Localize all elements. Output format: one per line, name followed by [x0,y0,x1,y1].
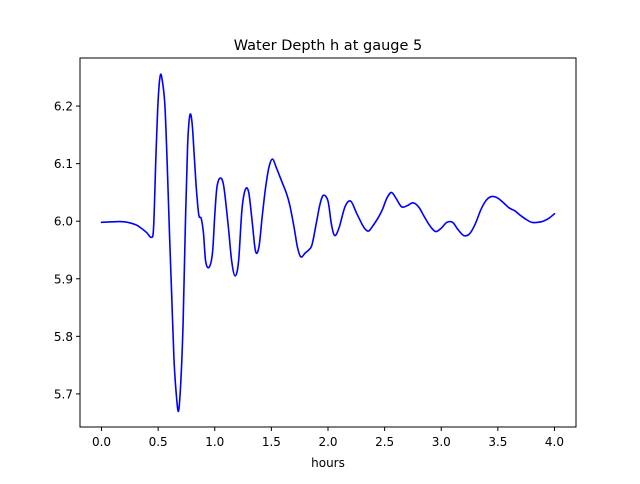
x-axis-ticks: 0.0 0.5 1.0 1.5 2.0 2.5 3.0 3.5 4.0 [92,427,564,449]
y-tick-label: 5.8 [54,330,73,344]
x-tick-label: 4.0 [545,435,564,449]
x-tick-label: 3.0 [432,435,451,449]
y-tick-label: 5.9 [54,272,73,286]
x-axis-label: hours [311,456,345,470]
x-tick-label: 3.5 [488,435,507,449]
x-tick-label: 2.5 [375,435,394,449]
series-layer [100,73,556,413]
x-tick-label: 1.0 [205,435,224,449]
y-tick-label: 6.2 [54,100,73,114]
plot-area [80,58,576,427]
y-tick-label: 6.0 [54,215,73,229]
y-axis-ticks: 5.7 5.8 5.9 6.0 6.1 6.2 [54,100,80,401]
x-tick-label: 1.5 [262,435,281,449]
x-tick-label: 0.5 [149,435,168,449]
x-tick-label: 0.0 [92,435,111,449]
x-tick-label: 2.0 [318,435,337,449]
y-tick-label: 5.7 [54,387,73,401]
series-line [100,73,556,413]
axes-frame [79,57,577,428]
y-tick-label: 6.1 [54,157,73,171]
chart-title: Water Depth h at gauge 5 [234,38,422,54]
